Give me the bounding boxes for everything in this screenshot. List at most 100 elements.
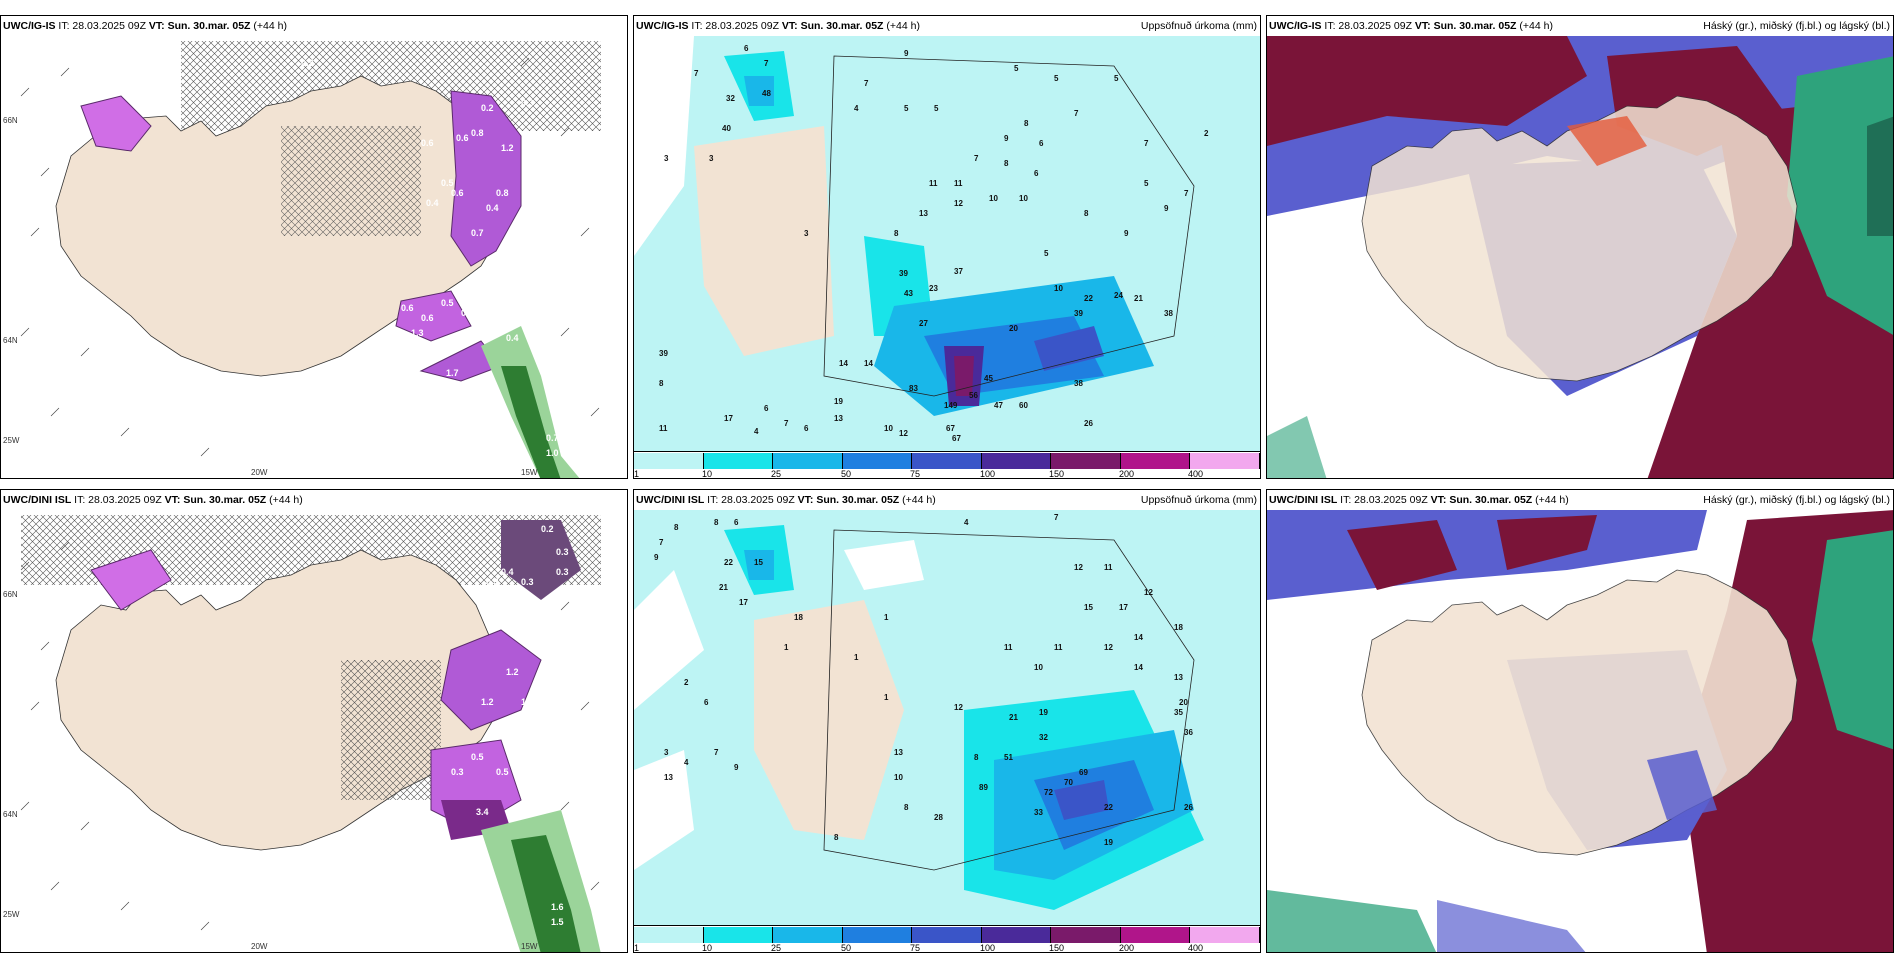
value-label: 12 [954, 199, 963, 208]
lead-time: (+44 h) [1535, 494, 1569, 506]
precip-values: 8 8 7 6 9 4 7 22 15 21 17 18 12 11 12 15… [654, 513, 1193, 847]
map-area[interactable]: 8 8 7 6 9 4 7 22 15 21 17 18 12 11 12 15… [634, 510, 1260, 953]
value-label: 17 [739, 598, 748, 607]
value-label: 6 [734, 518, 739, 527]
value-label: 0.2 [541, 524, 554, 534]
value-label: 5 [1114, 74, 1119, 83]
value-label: 13 [1174, 673, 1183, 682]
lead-time: (+44 h) [253, 20, 287, 32]
value-label: 18 [1174, 623, 1183, 632]
value-label: 6 [804, 424, 809, 433]
panel-header: UWC/DINI ISL IT: 28.03.2025 09Z VT: Sun.… [634, 490, 1260, 510]
value-label: 9 [734, 763, 739, 772]
lat-label: 64N [3, 336, 18, 345]
valid-prefix: VT: [1430, 494, 1447, 506]
value-label: 39 [659, 349, 668, 358]
value-label: 0.3 [556, 567, 569, 577]
value-label: 15 [754, 558, 763, 567]
value-label: 24 [1114, 291, 1123, 300]
map-panel-snow-igis: UWC/IG-IS IT: 28.03.2025 09Z VT: Sun. 30… [0, 15, 628, 479]
value-label: 8 [659, 379, 664, 388]
value-label: 7 [974, 154, 979, 163]
panel-header: UWC/DINI ISL IT: 28.03.2025 09Z VT: Sun.… [1267, 490, 1893, 510]
valid-time: Sun. 30.mar. 05Z [1433, 20, 1517, 32]
colorbar-label: 200 [1119, 943, 1135, 953]
value-label: 3 [664, 154, 669, 163]
value-label: 51 [1004, 753, 1013, 762]
init-time: IT: 28.03.2025 09Z [58, 20, 146, 32]
value-label: 0.6 [501, 253, 514, 263]
colorbar-seg [1121, 927, 1190, 943]
value-label: 12 [1074, 563, 1083, 572]
map-panel-snow-dini: UWC/DINI ISL IT: 28.03.2025 09Z VT: Sun.… [0, 489, 628, 953]
lat-label: 64N [3, 810, 18, 819]
value-label: 0.3 [521, 98, 534, 108]
value-label: 8 [904, 803, 909, 812]
map-area[interactable]: 6 7 5 9 5 5 7 32 48 7 4 40 3 3 5 5 9 8 6… [634, 36, 1260, 479]
panel-header: UWC/DINI ISL IT: 28.03.2025 09Z VT: Sun.… [1, 490, 627, 510]
colorbar-label: 50 [841, 943, 852, 953]
lead-time: (+44 h) [269, 494, 303, 506]
map-area[interactable] [1267, 510, 1893, 952]
value-label: 10 [1034, 663, 1043, 672]
lead-time: (+44 h) [886, 20, 920, 32]
value-label: 7 [764, 59, 769, 68]
value-label: 8 [674, 523, 679, 532]
value-label: 72 [1044, 788, 1053, 797]
value-label: 0.6 [401, 303, 414, 313]
precip-values: 6 7 5 9 5 5 7 32 48 7 4 40 3 3 5 5 9 8 6… [659, 44, 1209, 443]
value-label: 7 [659, 538, 664, 547]
value-label: 17 [724, 414, 733, 423]
value-label: 3 [664, 748, 669, 757]
value-label: 8 [1084, 209, 1089, 218]
value-label: 1.7 [446, 368, 459, 378]
value-label: 1.2 [506, 667, 519, 677]
precip-colorbar: 1 10 25 50 75 100 150 200 400 [634, 451, 1260, 479]
value-label: 7 [694, 69, 699, 78]
value-label: 9 [1124, 229, 1129, 238]
colorbar-seg [843, 927, 912, 943]
value-label: 0.4 [506, 333, 519, 343]
value-label: 19 [1104, 838, 1113, 847]
map-area[interactable] [1267, 36, 1893, 478]
value-label: 33 [1034, 808, 1043, 817]
colorbar-label: 150 [1049, 469, 1065, 479]
snow-area [440, 629, 542, 731]
value-label: 7 [714, 748, 719, 757]
value-label: 10 [884, 424, 893, 433]
value-label: 11 [954, 179, 963, 188]
value-label: 26 [1084, 419, 1093, 428]
value-label: 0.4 [426, 198, 439, 208]
panel-title: Háský (gr.), miðský (fj.bl.) og lágský (… [1703, 494, 1890, 506]
colorbar-seg [912, 453, 982, 469]
value-label: 149 [944, 401, 958, 410]
colorbar-seg [982, 453, 1051, 469]
value-label: 14 [839, 359, 848, 368]
value-label: 5 [1054, 74, 1059, 83]
map-area[interactable]: 0.2 0.3 0.3 0.4 0.3 0.3 0.4 0.5 1.2 1.1 … [1, 510, 627, 952]
colorbar-seg [704, 927, 773, 943]
value-label: 11 [929, 179, 938, 188]
value-label: 70 [1064, 778, 1073, 787]
value-label: 13 [834, 414, 843, 423]
value-label: 0.8 [471, 128, 484, 138]
value-label: 1 [854, 653, 859, 662]
colorbar-label: 400 [1188, 469, 1204, 479]
value-label: 7 [1054, 513, 1059, 522]
value-label: 19 [1039, 708, 1048, 717]
value-label: 7 [1184, 189, 1189, 198]
value-label: 9 [1164, 204, 1169, 213]
valid-time: Sun. 30.mar. 05Z [183, 494, 267, 506]
panel-header: UWC/IG-IS IT: 28.03.2025 09Z VT: Sun. 30… [1, 16, 627, 36]
colorbar-seg [704, 453, 773, 469]
value-label: 0.3 [521, 577, 534, 587]
colorbar-seg [912, 927, 982, 943]
colorbar-label: 100 [980, 943, 996, 953]
value-label: 60 [1019, 401, 1028, 410]
value-label: 11 [1054, 643, 1063, 652]
value-label: 0.6 [421, 313, 434, 323]
init-time: IT: 28.03.2025 09Z [691, 20, 779, 32]
value-label: 7 [1144, 139, 1149, 148]
value-label: 38 [1164, 309, 1173, 318]
map-area[interactable]: 0.3 0.2 0.3 0.6 0.8 1.2 0.6 0.5 0.4 0.6 … [1, 36, 627, 478]
